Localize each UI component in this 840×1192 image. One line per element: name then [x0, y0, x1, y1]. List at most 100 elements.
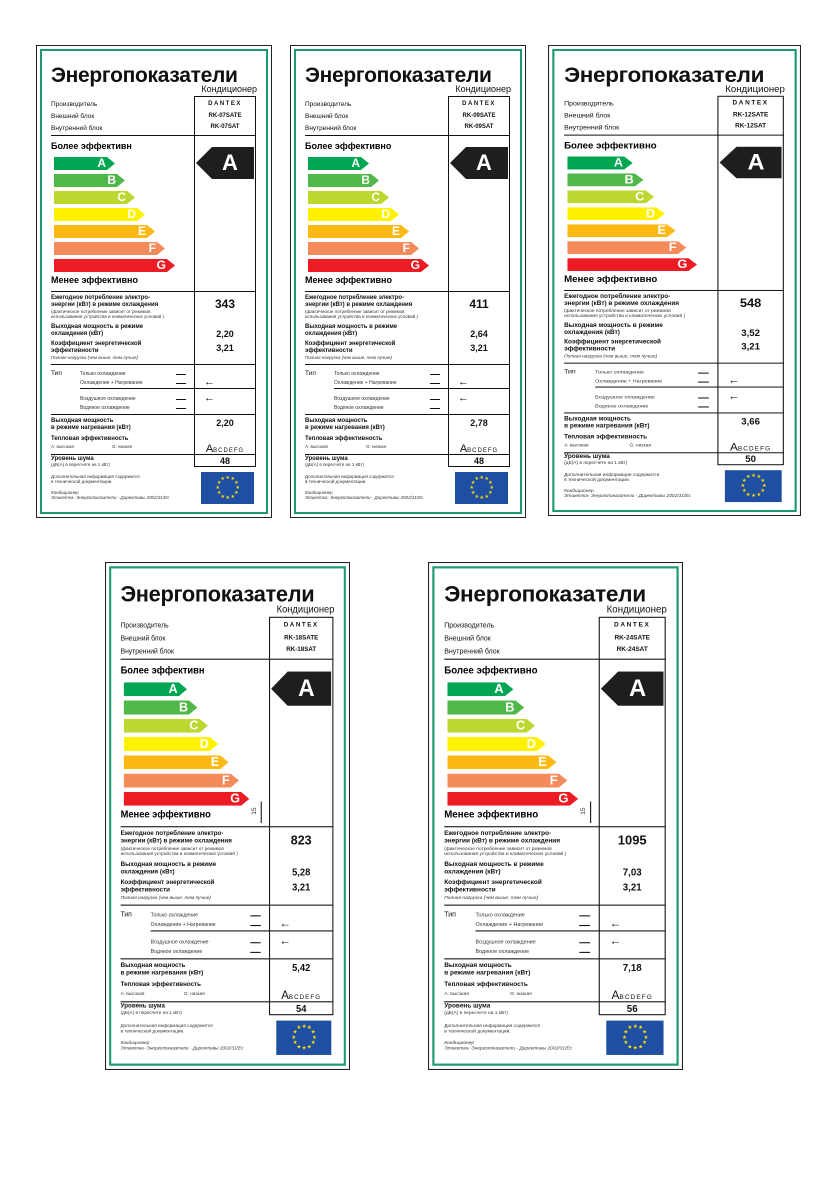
manufacturer-value: DANTEX: [208, 101, 242, 107]
annual-note-2: использования устройства и климатических…: [51, 314, 164, 319]
eer-label-2: эффективности: [51, 348, 99, 354]
eu-star-icon: ★: [751, 493, 756, 500]
heat-efficiency-low: G: низкая: [510, 990, 532, 996]
dash: [430, 399, 440, 400]
energy-class-bar-e: E: [308, 225, 409, 238]
label-subtitle: Кондиционер: [276, 603, 335, 615]
heat-efficiency-class: A: [730, 441, 738, 454]
indoor-model: RK-07SAT: [210, 124, 240, 130]
eu-star-icon: ★: [479, 475, 484, 481]
dash: [698, 372, 709, 374]
heating-label-2: в режиме нагревания (кВт): [51, 425, 131, 431]
energy-class-bar-e: E: [124, 755, 229, 769]
annual-consumption-label-2: энергии (кВт) в режиме охлаждения: [120, 838, 232, 845]
dash: [250, 942, 261, 944]
type-water: Водяное охлаждение: [595, 403, 649, 410]
cooling-label-1: Выходная мощность в режиме: [120, 861, 217, 869]
eu-star-icon: ★: [642, 1029, 647, 1036]
footer-text-1: Кондиционер: [305, 490, 333, 495]
energy-class-bar-f: F: [54, 242, 165, 255]
divider: [444, 658, 666, 660]
less-efficient-label: Менее эффективно: [564, 274, 658, 284]
type-cool-heat: Охлаждение + Нагревание: [334, 380, 397, 386]
energy-label: Энергопоказатели Кондиционер Производитель…: [428, 562, 683, 1070]
dash: [176, 374, 186, 375]
eu-star-icon: ★: [740, 483, 746, 490]
heat-efficiency-class: A: [205, 443, 214, 455]
noise-note: (дБ(А) в пересчете на 1 кВт): [120, 1009, 182, 1016]
heat-efficiency-high: А: высокая: [120, 990, 145, 996]
label-title: Энергопоказатели: [51, 64, 238, 87]
eer-label-2: эффективности: [120, 887, 170, 894]
heat-efficiency-label: Тепловая эффективность: [120, 981, 201, 989]
eu-star-icon: ★: [632, 1023, 638, 1031]
eu-star-icon: ★: [220, 493, 225, 500]
eu-star-icon: ★: [623, 1039, 629, 1047]
type-cool-only: Только охлаждение: [475, 912, 525, 919]
label-frame: [40, 49, 268, 514]
annual-note-2: использования устройства и климатических…: [120, 850, 238, 857]
eer-note: Полная нагрузка (чем выше, тем лучше): [51, 355, 138, 360]
label-subtitle: Кондиционер: [725, 83, 785, 94]
cooling-capacity-value: 7,03: [622, 867, 642, 878]
energy-class-bar-a: A: [124, 682, 187, 696]
dash: [579, 951, 591, 953]
energy-class-bar-c: C: [567, 190, 654, 203]
eu-star-icon: ★: [741, 488, 747, 495]
outdoor-unit-label: Внешний блок: [120, 635, 166, 643]
energy-class-bar-f: F: [124, 774, 239, 788]
indoor-unit-label: Внутренний блок: [305, 125, 357, 132]
divider: [305, 135, 510, 136]
energy-class-bar-c: C: [54, 191, 135, 204]
divider: [120, 658, 334, 660]
indoor-unit-label: Внутренний блок: [51, 125, 103, 132]
divider: [564, 134, 784, 136]
manufacturer-label: Производитель: [305, 101, 352, 108]
label-title: Энергопоказатели: [444, 582, 646, 608]
energy-class-bar-e: E: [447, 755, 556, 769]
outdoor-model: RK-09SATE: [462, 113, 496, 119]
dash: [250, 925, 261, 927]
footer-text-1: Кондиционер: [120, 1039, 150, 1046]
divider: [595, 386, 784, 388]
divider: [564, 289, 784, 291]
eer-value: 3,21: [292, 882, 311, 893]
footer-text-2: Этикетка- Энергопоказатели - Директивы 2…: [120, 1045, 244, 1051]
eu-star-icon: ★: [741, 478, 747, 485]
cooling-capacity-value: 2,64: [470, 329, 488, 339]
annual-consumption-value: 823: [290, 832, 312, 848]
label-subtitle: Кондиционер: [606, 603, 667, 615]
energy-class-bar-d: D: [308, 208, 399, 221]
indoor-model: RK-09SAT: [464, 124, 494, 130]
energy-class-bar-a: A: [54, 157, 115, 170]
eu-star-icon: ★: [470, 490, 476, 496]
type-air: Воздушное охлаждение: [595, 394, 655, 401]
eu-star-icon: ★: [484, 493, 489, 500]
info-text-1: Дополнительная информация содержится: [305, 474, 394, 479]
eer-note: Полная нагрузка (чем выше, тем лучше): [120, 894, 211, 901]
divider: [444, 826, 666, 828]
less-efficient-label: Менее эффективно: [51, 275, 138, 285]
energy-class-bar-c: C: [308, 191, 389, 204]
heating-label-1: Выходная мощность: [120, 962, 186, 970]
eu-star-icon: ★: [301, 1023, 307, 1031]
energy-class-bar-g: G: [308, 259, 429, 272]
heat-efficiency-high: А: высокая: [444, 990, 469, 996]
heating-label-2: в режиме нагревания (кВт): [120, 970, 204, 977]
annual-note-1: (фактическое потребление зависит от режи…: [564, 307, 671, 313]
footer-text-2: Этикетка- Энергопоказатели - Директивы 2…: [51, 495, 170, 500]
outdoor-model: RK-07SATE: [208, 113, 242, 119]
divider: [564, 412, 784, 414]
energy-class-bar-f: F: [308, 242, 419, 255]
eer-label-1: Коэффициент энергетической: [120, 879, 215, 887]
dash: [430, 374, 440, 375]
heating-capacity-value: 2,78: [470, 418, 488, 428]
manufacturer-label: Производитель: [564, 100, 614, 108]
heat-efficiency-other-classes: BCDEFG: [467, 448, 499, 454]
eer-label-1: Коэффициент энергетической: [51, 341, 142, 347]
eu-star-icon: ★: [745, 474, 751, 481]
type-cool-only: Только охлаждение: [80, 371, 126, 377]
type-cool-heat: Охлаждение + Нагревание: [595, 378, 663, 385]
eer-note: Полная нагрузка (чем выше, тем лучше): [564, 353, 658, 359]
heat-efficiency-high: А: высокая: [51, 444, 74, 449]
